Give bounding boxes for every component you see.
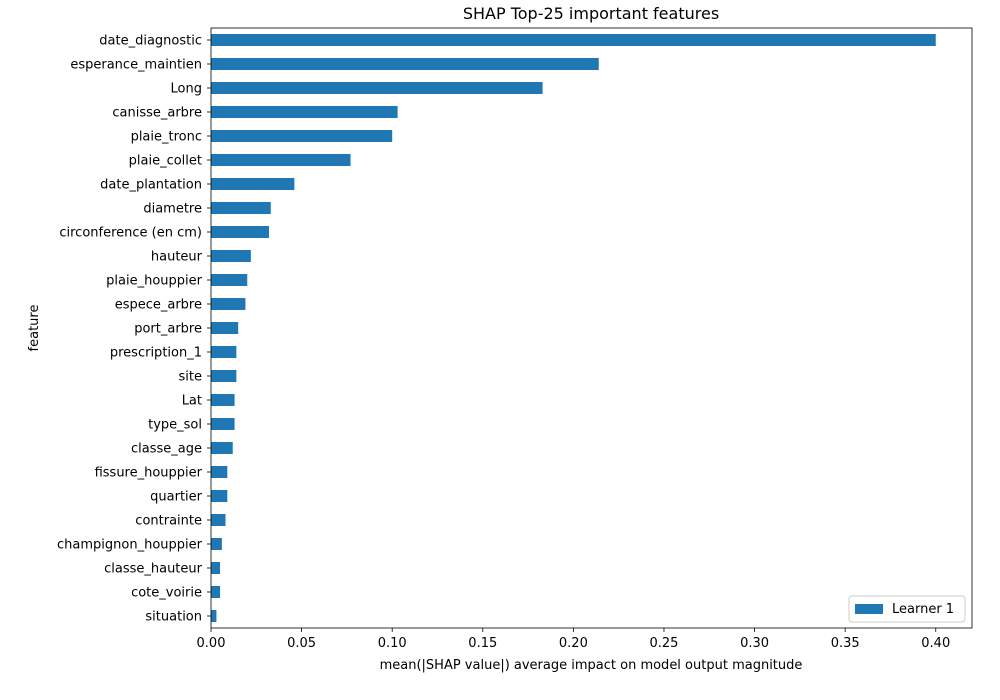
y-tick-label: plaie_houppier — [106, 274, 202, 289]
bar-classe-hauteur — [211, 562, 221, 574]
x-tick-label: 0.15 — [468, 636, 497, 651]
bar-plaie-houppier — [211, 274, 248, 286]
x-tick-label: 0.20 — [559, 636, 588, 651]
y-tick-label: canisse_arbre — [112, 106, 202, 121]
bar-date-diagnostic — [211, 34, 936, 46]
bar-port-arbre — [211, 322, 239, 334]
bar-date-plantation — [211, 178, 295, 190]
y-tick-label: classe_hauteur — [104, 562, 203, 577]
bar-classe-age — [211, 442, 233, 454]
plot-frame — [210, 27, 973, 629]
legend: Learner 1 — [848, 595, 966, 623]
bar-lat — [211, 394, 235, 406]
x-tick-label: 0.35 — [831, 636, 860, 651]
bar-type-sol — [211, 418, 235, 430]
y-axis-label: feature — [27, 305, 42, 352]
x-tick-label: 0.30 — [740, 636, 769, 651]
legend-box — [848, 595, 966, 623]
bar-contrainte — [211, 514, 226, 526]
bar-site — [211, 370, 237, 382]
bar-canisse-arbre — [211, 106, 398, 118]
bar-situation — [211, 610, 217, 622]
bar-long — [211, 82, 543, 94]
bar-prescription-1 — [211, 346, 237, 358]
bar-cote-voirie — [211, 586, 221, 598]
bar-circonference-en-cm- — [211, 226, 269, 238]
y-tick-label: port_arbre — [134, 322, 202, 337]
y-tick-label: fissure_houppier — [95, 466, 203, 481]
y-tick-label: hauteur — [151, 250, 203, 265]
bar-esperance-maintien — [211, 58, 599, 70]
y-tick-label: esperance_maintien — [70, 58, 202, 73]
y-tick-label: classe_age — [131, 442, 202, 457]
y-tick-label: diametre — [143, 202, 202, 217]
chart-title: SHAP Top-25 important features — [463, 4, 719, 23]
x-ticks: 0.00 0.05 0.10 0.15 0.20 0.25 0.30 0.35 0.40 — [197, 628, 950, 651]
bar-fissure-houppier — [211, 466, 228, 478]
y-tick-label: plaie_tronc — [131, 130, 202, 145]
y-tick-label: prescription_1 — [110, 346, 202, 361]
x-tick-label: 0.25 — [649, 636, 678, 651]
bars — [211, 34, 936, 622]
y-tick-label: contrainte — [135, 514, 202, 529]
y-tick-label: situation — [145, 610, 202, 625]
y-tick-label: plaie_collet — [129, 154, 202, 169]
bar-hauteur — [211, 250, 251, 262]
bar-espece-arbre — [211, 298, 246, 310]
bar-diametre — [211, 202, 271, 214]
bar-plaie-tronc — [211, 130, 393, 142]
x-tick-label: 0.05 — [287, 636, 316, 651]
x-tick-label: 0.00 — [197, 636, 226, 651]
y-tick-label: Lat — [182, 394, 202, 409]
y-tick-label: cote_voirie — [131, 586, 202, 601]
y-tick-label: type_sol — [148, 418, 202, 433]
plot-area — [211, 28, 972, 628]
legend-swatch — [855, 604, 883, 614]
x-tick-label: 0.40 — [921, 636, 950, 651]
y-tick-labels: date_diagnostic esperance_maintien Long can… — [57, 34, 211, 625]
y-tick-label: Long — [171, 82, 202, 97]
bar-champignon-houppier — [211, 538, 222, 550]
y-tick-label: champignon_houppier — [57, 538, 203, 553]
y-tick-label: espece_arbre — [115, 298, 202, 313]
y-tick-label: circonference (en cm) — [59, 226, 202, 241]
bar-plaie-collet — [211, 154, 351, 166]
legend-label: Learner 1 — [892, 602, 954, 617]
y-tick-label: quartier — [150, 490, 203, 505]
x-axis-label: mean(|SHAP value|) average impact on mod… — [380, 658, 803, 673]
x-tick-label: 0.10 — [378, 636, 407, 651]
y-tick-label: date_plantation — [100, 178, 202, 193]
y-tick-label: date_diagnostic — [99, 34, 202, 49]
y-tick-label: site — [179, 370, 202, 385]
bar-quartier — [211, 490, 228, 502]
